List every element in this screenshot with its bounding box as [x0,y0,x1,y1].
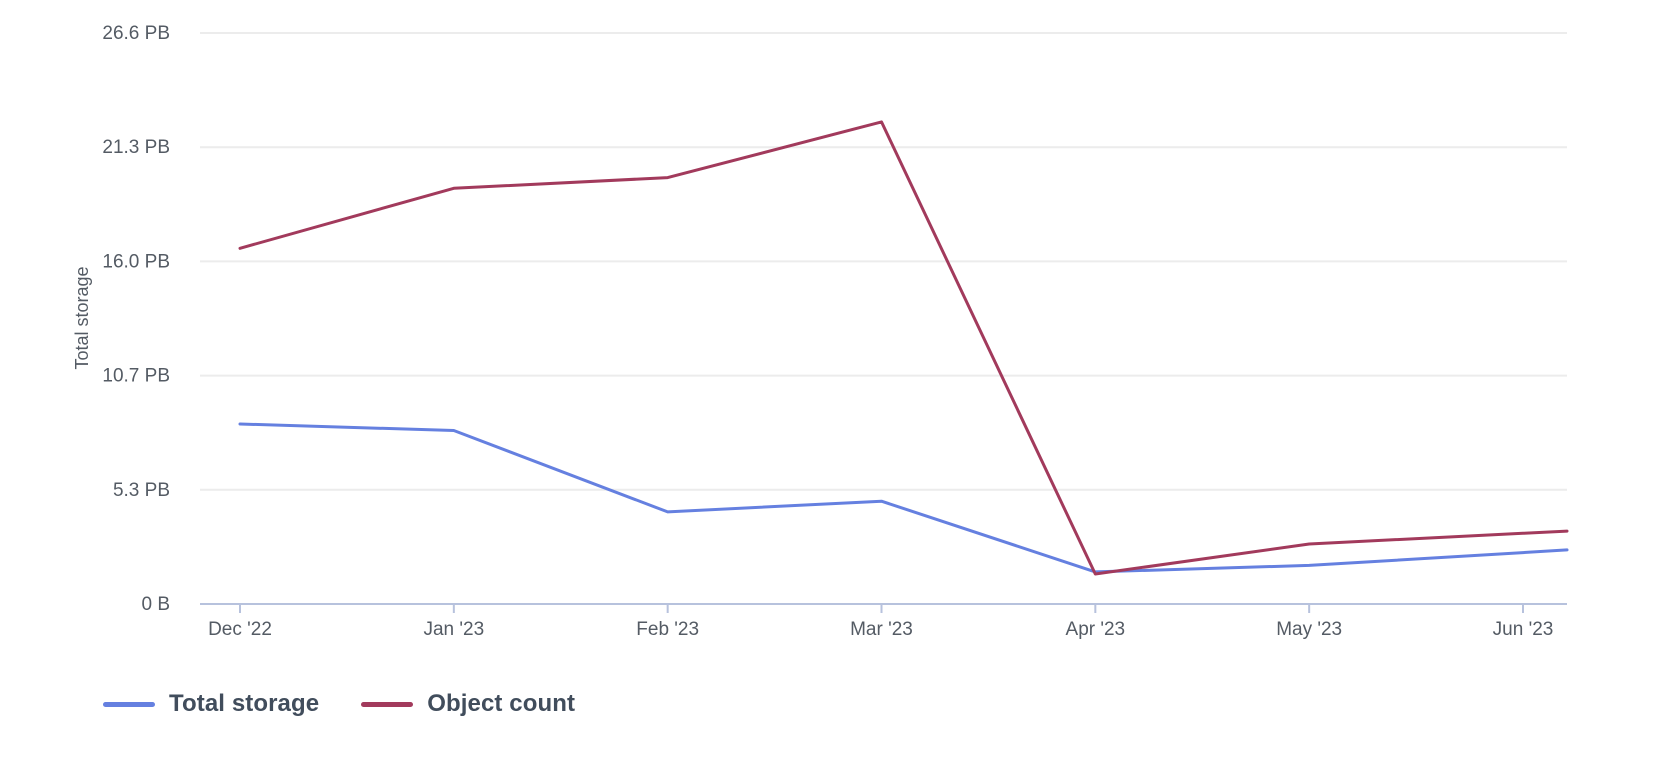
y-tick-label: 21.3 PB [102,137,170,158]
y-tick-label: 10.7 PB [102,366,170,387]
x-tick-label: Feb '23 [636,619,699,640]
gridlines [200,32,1567,491]
x-tick-label: Apr '23 [1066,619,1126,640]
x-axis-tick-labels: Dec '22 Jan '23 Feb '23 Mar '23 Apr '23 May '… [208,619,1553,640]
x-tick-label: Jan '23 [423,619,484,640]
legend-item-object-count[interactable]: Object count [361,690,575,718]
x-tick-label: May '23 [1276,619,1342,640]
x-tick-label: Dec '22 [208,619,272,640]
legend-label-object-count: Object count [427,690,576,717]
y-axis-tick-labels: 0 B 5.3 PB 10.7 PB 16.0 PB 21.3 PB 26.6 PB [102,23,170,615]
total-storage-line-swatch [103,701,155,707]
series-line-total-storage[interactable] [238,422,1569,574]
series-line-object-count[interactable] [238,120,1569,576]
y-tick-label: 0 B [141,594,170,615]
chart-legend: Total storage Object count [103,690,617,718]
series-lines [238,120,1569,576]
y-tick-label: 5.3 PB [113,480,170,501]
y-tick-label: 26.6 PB [102,23,170,44]
x-axis [200,603,1567,613]
y-tick-label: 16.0 PB [102,251,170,272]
object-count-line-swatch [361,701,414,707]
legend-label-total-storage: Total storage [169,690,320,717]
x-tick-label: Mar '23 [850,619,913,640]
x-tick-label: Jun '23 [1493,619,1554,640]
y-axis-title: Total storage [72,266,92,369]
legend-item-total-storage[interactable]: Total storage [103,690,319,718]
